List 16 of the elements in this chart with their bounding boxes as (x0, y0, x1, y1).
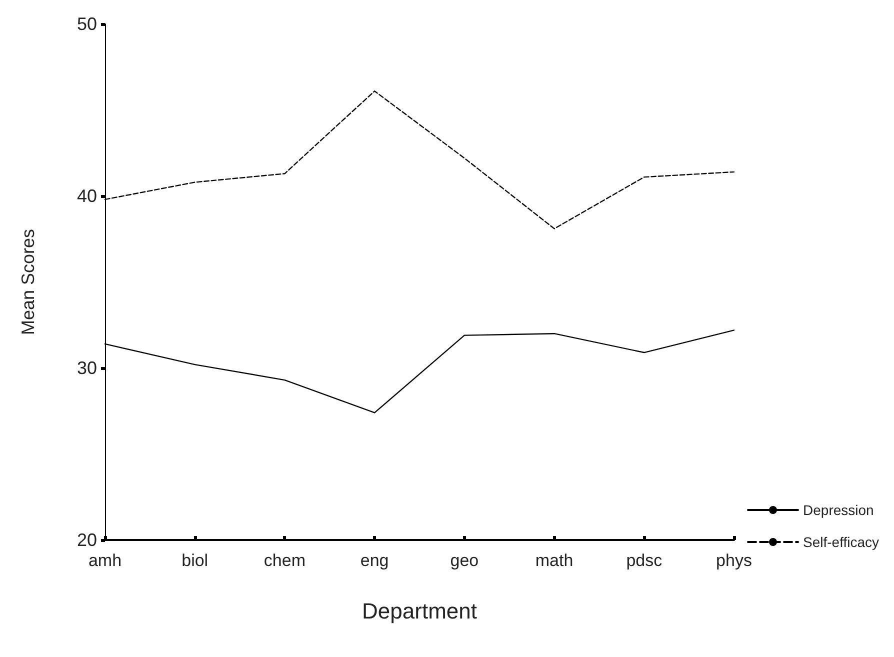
x-tick-label: phys (716, 551, 752, 570)
y-tick-label: 30 (76, 358, 97, 378)
legend-label: Depression (803, 502, 874, 518)
legend-label: Self-efficacy (803, 534, 880, 550)
y-tick-label: 40 (76, 186, 97, 206)
y-axis-title: Mean Scores (18, 228, 38, 336)
x-tick-label: amh (88, 551, 122, 570)
x-tick-label: chem (264, 551, 306, 570)
x-axis-title: Department (362, 598, 477, 624)
y-tick-label: 50 (76, 14, 97, 34)
x-tick-label: math (535, 551, 574, 570)
x-tick-label: eng (360, 551, 389, 570)
x-tick-label: biol (182, 551, 208, 570)
y-tick-label: 20 (76, 530, 97, 550)
x-tick-label: pdsc (626, 551, 663, 570)
x-tick-label: geo (450, 551, 479, 570)
